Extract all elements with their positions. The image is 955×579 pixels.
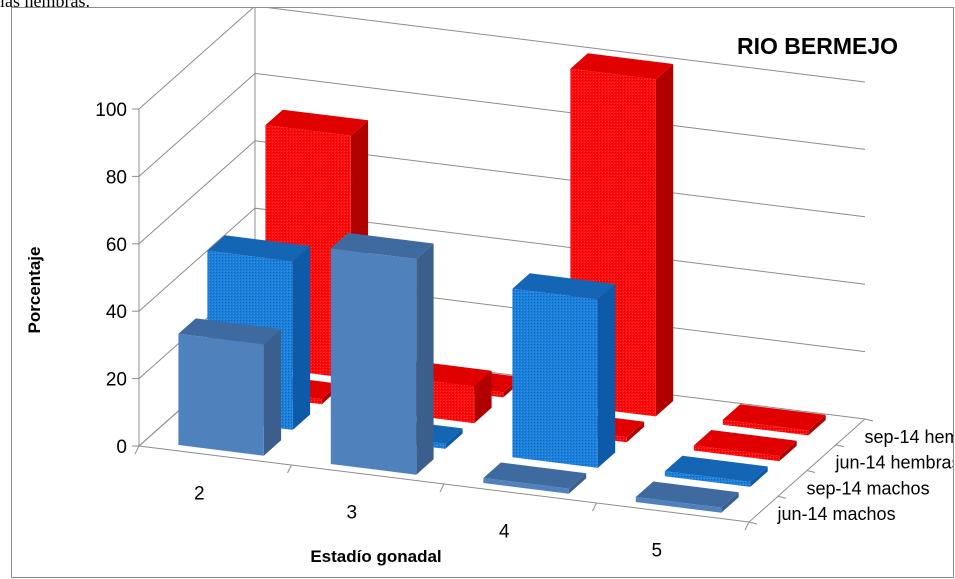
chart-canvas: 0 20 40 60 80 100 2 3 4 5 jun-14 machos sep-14 mach… bbox=[25, 8, 955, 566]
y-tick-label: 20 bbox=[106, 370, 127, 391]
bar bbox=[483, 462, 587, 494]
x-tick-label: 5 bbox=[651, 541, 662, 562]
bar-side bbox=[445, 428, 463, 449]
y-tick-label: 80 bbox=[106, 167, 127, 188]
bar-top bbox=[483, 462, 587, 489]
series-label: jun-14 machos bbox=[777, 504, 896, 524]
chart-frame: 0 20 40 60 80 100 2 3 4 5 jun-14 machos sep-14 mach… bbox=[11, 7, 954, 578]
bar-side bbox=[721, 492, 739, 513]
bar-front bbox=[483, 478, 569, 494]
bar-top bbox=[664, 455, 768, 482]
bar-top bbox=[207, 235, 311, 262]
bar-front bbox=[664, 471, 751, 487]
x-tick-mark bbox=[592, 502, 597, 512]
depth-tick-mark bbox=[864, 418, 874, 422]
x-tick-label: 2 bbox=[194, 484, 205, 505]
bar-front bbox=[512, 288, 598, 468]
depth-tick-mark bbox=[748, 521, 758, 525]
series-label: sep-14 machos bbox=[807, 478, 930, 498]
series-label: sep-14 hembras bbox=[865, 427, 955, 447]
bar-side bbox=[597, 284, 616, 468]
bar-top bbox=[722, 404, 826, 431]
x-tick-mark bbox=[744, 521, 750, 531]
bar bbox=[512, 273, 616, 468]
bar-side bbox=[474, 370, 492, 424]
bar-top bbox=[570, 53, 674, 80]
gridline bbox=[138, 72, 866, 177]
x-tick-label: 3 bbox=[346, 503, 357, 524]
bar bbox=[664, 455, 768, 487]
x-tick-label: 4 bbox=[499, 522, 510, 543]
bar-layer bbox=[178, 53, 826, 513]
y-axis-label: Porcentaje bbox=[25, 247, 44, 334]
bar bbox=[178, 318, 282, 456]
page-caption: las hembras. bbox=[0, 0, 90, 11]
bar-side bbox=[750, 466, 768, 487]
bar-side bbox=[416, 243, 434, 475]
bar-side bbox=[568, 473, 587, 494]
x-tick-mark bbox=[287, 464, 292, 474]
bar bbox=[330, 232, 434, 475]
gridline bbox=[138, 8, 866, 110]
bar-top bbox=[693, 430, 797, 457]
y-tick-label: 0 bbox=[116, 437, 127, 458]
x-tick-mark bbox=[439, 483, 445, 493]
bar-front bbox=[330, 248, 417, 475]
chart-title: RIO BERMEJO bbox=[737, 33, 898, 59]
series-label: jun-14 hembras bbox=[835, 453, 955, 473]
bar-top bbox=[265, 109, 369, 136]
gridline bbox=[138, 140, 866, 245]
bar-side bbox=[808, 414, 826, 436]
bar bbox=[635, 481, 739, 513]
bar-front bbox=[693, 445, 780, 462]
bar bbox=[693, 430, 797, 462]
bar-top bbox=[178, 318, 282, 345]
bar-top bbox=[512, 273, 616, 300]
depth-tick-mark bbox=[835, 444, 845, 448]
bar-top bbox=[635, 481, 739, 508]
depth-tick-mark bbox=[806, 470, 816, 473]
y-tick-label: 60 bbox=[106, 235, 127, 256]
y-tick-label: 100 bbox=[95, 100, 127, 121]
bar-side bbox=[263, 329, 282, 456]
bar-side bbox=[626, 421, 645, 443]
bar-side bbox=[779, 440, 797, 462]
axis-layer: 0 20 40 60 80 100 2 3 4 5 jun-14 machos sep-14 mach… bbox=[95, 8, 955, 562]
bar-front bbox=[178, 333, 264, 456]
x-tick-mark bbox=[134, 445, 140, 455]
bar-side bbox=[292, 246, 311, 430]
bar-top bbox=[330, 232, 434, 259]
depth-tick-mark bbox=[777, 495, 787, 499]
bar-side bbox=[655, 64, 674, 417]
bar-front bbox=[722, 419, 809, 436]
y-tick-label: 40 bbox=[106, 302, 127, 323]
bar-front bbox=[635, 497, 722, 513]
x-axis-label: Estadío gonadal bbox=[310, 547, 441, 566]
bar bbox=[722, 404, 826, 436]
